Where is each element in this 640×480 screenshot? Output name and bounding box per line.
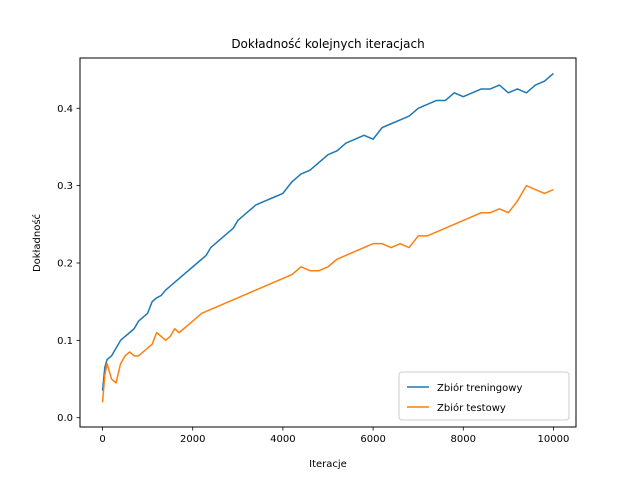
plot-content [101,72,554,403]
y-axis-title: Dokładność [31,214,43,272]
x-tick-label: 4000 [270,434,295,445]
legend-box [398,371,570,421]
plot-frame [79,57,577,428]
y-tick-label: 0.3 [57,181,73,192]
legend-label: Zbiór testowy [437,402,506,414]
y-tick-label: 0.1 [57,336,73,347]
chart-title: Dokładność kolejnych iteracjach [231,37,424,51]
y-tick-label: 0.0 [57,413,73,424]
x-axis-title: Iteracje [309,459,347,470]
x-tick-label: 8000 [451,434,476,445]
x-axis: 0 2000 4000 6000 8000 10000 [99,427,569,445]
y-tick-label: 0.2 [57,259,73,270]
y-tick-label: 0.4 [57,104,73,115]
x-tick-label: 6000 [360,434,385,445]
x-tick-label: 0 [99,434,105,445]
series-line-1 [101,72,554,391]
y-axis: 0.0 0.1 0.2 0.3 0.4 [57,104,80,424]
x-tick-label: 10000 [538,434,570,445]
legend: Zbiór treningowy Zbiór testowy [398,371,570,421]
x-tick-label: 2000 [180,434,205,445]
series-line-2 [101,184,554,403]
legend-label: Zbiór treningowy [437,382,522,394]
